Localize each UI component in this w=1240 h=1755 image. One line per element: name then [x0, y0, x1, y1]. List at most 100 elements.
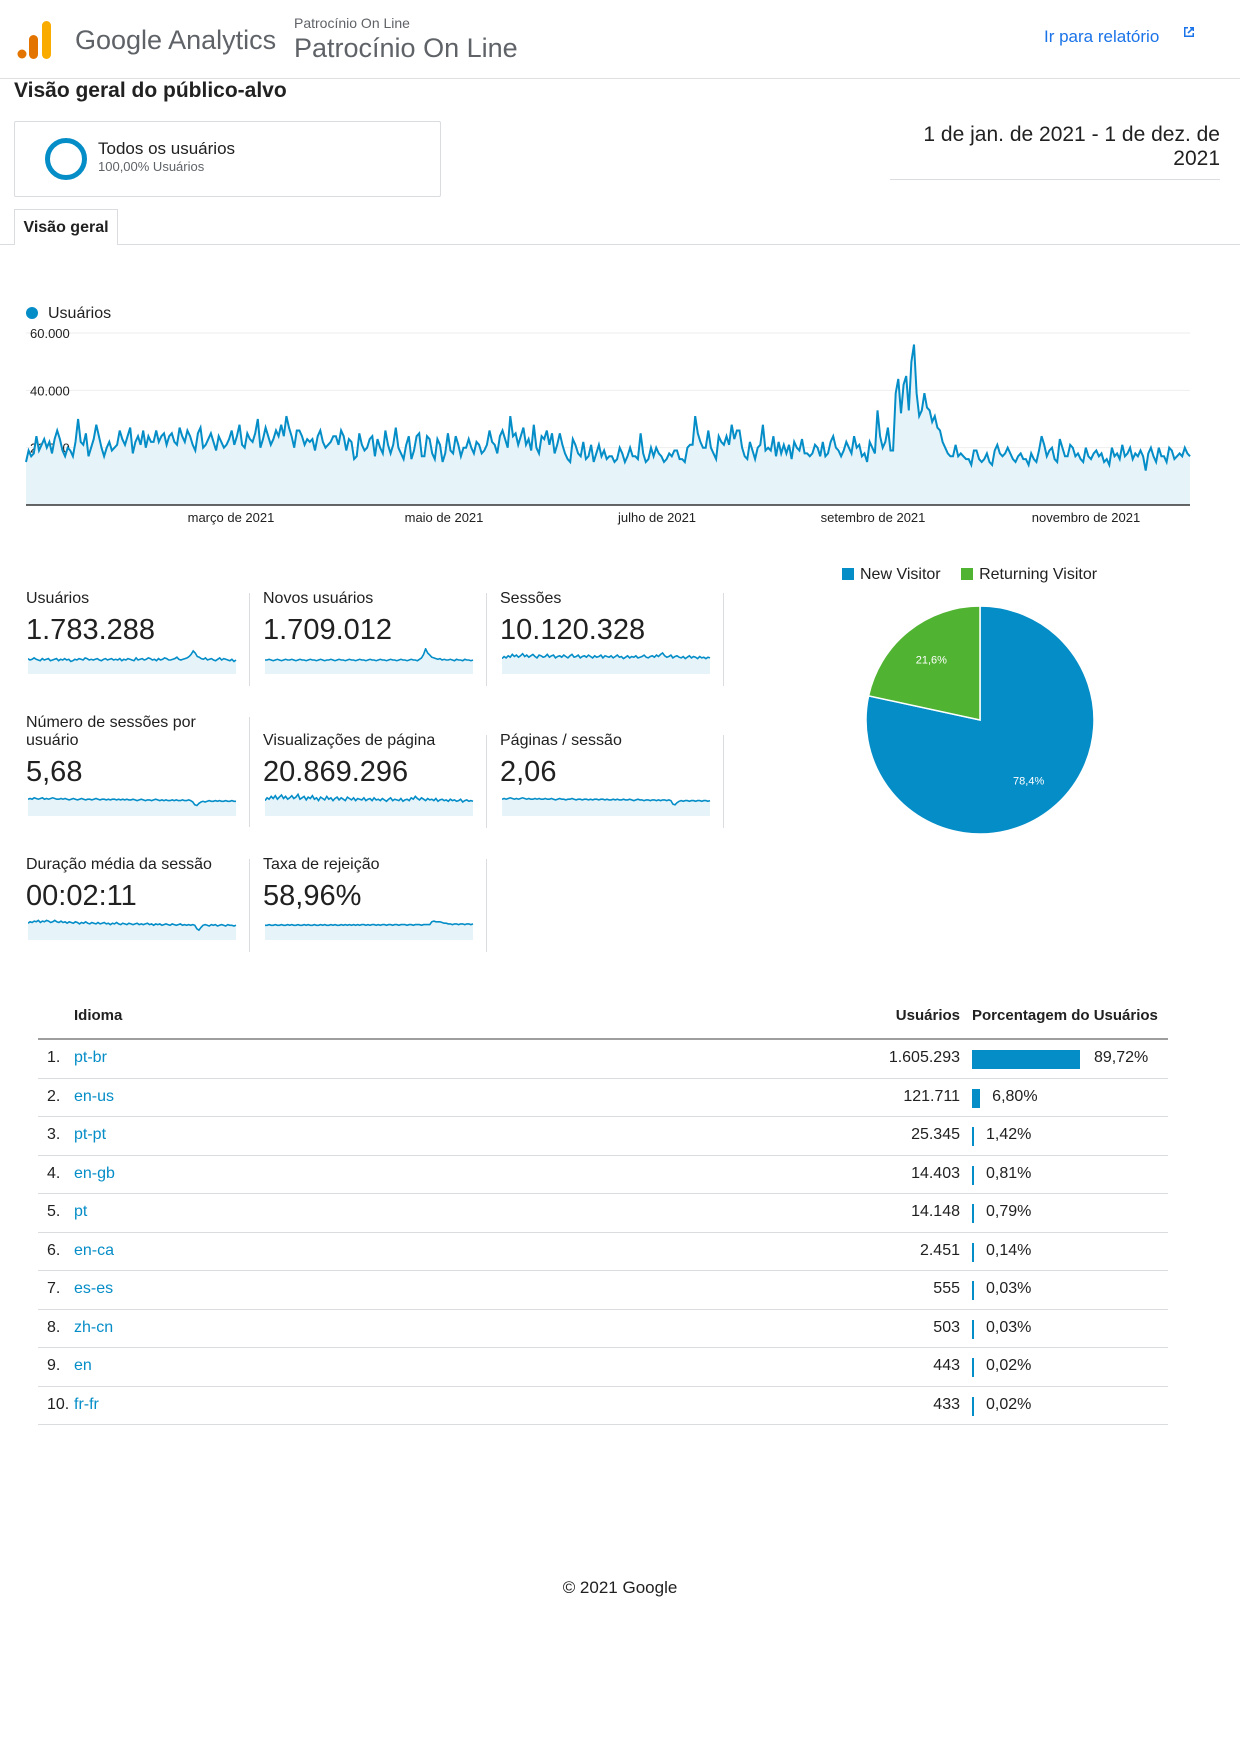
language-link[interactable]: es-es [74, 1280, 114, 1297]
external-link-icon[interactable] [1182, 25, 1196, 39]
row-users: 433 [933, 1395, 960, 1413]
chart-legend: Usuários [26, 305, 111, 323]
metric-divider [249, 593, 250, 686]
legend-dot-icon [26, 307, 38, 319]
language-link[interactable]: pt-pt [74, 1126, 107, 1143]
col-header-users[interactable]: Usuários [895, 1007, 960, 1024]
row-percentage: 1,42% [986, 1126, 1032, 1143]
pie-legend-new-label: New Visitor [860, 566, 941, 583]
row-index: 1. [47, 1049, 61, 1066]
page-title: Visão geral do público-alvo [14, 79, 287, 102]
metric-divider [486, 593, 487, 686]
metric-sparkline [502, 796, 711, 816]
metric-sparkline [28, 796, 236, 816]
metric-card[interactable]: Duração média da sessão 00:02:11 [26, 856, 262, 952]
metric-card[interactable]: Visualizações de página 20.869.296 [263, 732, 499, 828]
table-row: 10. fr-fr 433 0,02% [38, 1387, 1168, 1425]
metric-sparkline [265, 792, 474, 816]
metric-card[interactable]: Sessões 10.120.328 [500, 590, 736, 686]
metric-label: Taxa de rejeição [263, 856, 380, 873]
x-tick-label: março de 2021 [188, 510, 275, 525]
row-percentage: 0,81% [986, 1164, 1032, 1182]
language-link[interactable]: en-us [74, 1087, 115, 1105]
percentage-bar [972, 1127, 974, 1146]
row-percentage: 0,14% [986, 1241, 1032, 1259]
row-index: 8. [47, 1318, 61, 1336]
metric-card[interactable]: Número de sessões por usuário 5,68 [26, 714, 262, 816]
table-row: 7. es-es 555 0,03% [38, 1271, 1168, 1310]
row-percentage: 0,79% [986, 1203, 1032, 1220]
table-row: 3. pt-pt 25.345 1,42% [38, 1117, 1168, 1156]
x-tick-label: setembro de 2021 [821, 510, 926, 525]
row-users: 2.451 [919, 1241, 960, 1259]
pie-legend-returning: Returning Visitor [961, 566, 1097, 584]
metric-card[interactable]: Taxa de rejeição 58,96% [263, 856, 499, 952]
percentage-bar [972, 1358, 974, 1377]
segment-name: Todos os usuários [98, 139, 236, 158]
language-link[interactable]: zh-cn [74, 1318, 114, 1336]
row-percentage: 89,72% [1094, 1049, 1149, 1066]
row-users: 555 [933, 1280, 960, 1297]
segment-ring-icon [45, 138, 87, 180]
language-link[interactable]: pt [74, 1203, 88, 1220]
row-index: 7. [47, 1280, 61, 1297]
segment-card[interactable]: Todos os usuários 100,00% Usuários [14, 121, 441, 197]
col-header-language[interactable]: Idioma [74, 1007, 123, 1024]
footer-copyright: © 2021 Google [562, 1578, 678, 1597]
metric-label: Duração média da sessão [26, 856, 212, 873]
date-range[interactable]: 1 de jan. de 2021 - 1 de dez. de 2021 [890, 123, 1220, 180]
col-header-percentage[interactable]: Porcentagem do Usuários [972, 1007, 1158, 1024]
users-line [25, 344, 1191, 471]
row-index: 3. [47, 1126, 61, 1143]
language-link[interactable]: fr-fr [74, 1395, 99, 1413]
visitor-type-pie-chart: 78,4% 21,6% [865, 605, 1095, 835]
metric-value: 2,06 [500, 756, 557, 788]
table-row: 6. en-ca 2.451 0,14% [38, 1233, 1168, 1271]
metric-divider [486, 735, 487, 828]
metric-card[interactable]: Páginas / sessão 2,06 [500, 732, 736, 828]
language-link[interactable]: en [74, 1357, 92, 1374]
pie-slice[interactable] [865, 605, 1095, 835]
language-link[interactable]: en-ca [74, 1241, 115, 1259]
metric-divider [723, 735, 724, 828]
row-percentage: 6,80% [992, 1087, 1038, 1105]
metric-value: 5,68 [26, 756, 83, 788]
pie-slice[interactable] [867, 605, 981, 721]
metric-divider [249, 717, 250, 827]
table-row: 4. en-gb 14.403 0,81% [38, 1156, 1168, 1194]
row-index: 2. [47, 1087, 61, 1105]
language-link[interactable]: pt-br [74, 1049, 107, 1066]
metric-label: Usuários [26, 590, 90, 607]
row-users: 14.148 [911, 1203, 960, 1220]
row-index: 10. [47, 1395, 70, 1413]
metric-card[interactable]: Usuários 1.783.288 [26, 590, 262, 686]
y-tick-label: 40.000 [30, 383, 70, 398]
percentage-bar [972, 1088, 981, 1108]
tab-overview[interactable]: Visão geral [14, 209, 118, 245]
property-name: Patrocínio On Line [294, 33, 518, 63]
row-users: 25.345 [911, 1126, 960, 1143]
percentage-bar [972, 1396, 974, 1416]
percentage-bar [972, 1204, 974, 1223]
percentage-bar [972, 1319, 974, 1339]
go-to-report-link[interactable]: Ir para relatório [1044, 27, 1160, 46]
metric-card[interactable]: Novos usuários 1.709.012 [263, 590, 499, 686]
metric-value: 10.120.328 [500, 614, 646, 646]
language-link[interactable]: en-gb [74, 1164, 115, 1182]
legend-square-icon [961, 568, 974, 580]
percentage-bar [972, 1281, 974, 1300]
row-percentage: 0,02% [986, 1395, 1032, 1413]
row-percentage: 0,03% [986, 1318, 1032, 1336]
row-percentage: 0,03% [986, 1280, 1032, 1297]
legend-square-icon [842, 568, 854, 580]
row-percentage: 0,02% [986, 1357, 1032, 1374]
report-header: Google Analytics Patrocínio On Line Patr… [0, 0, 1240, 79]
row-index: 4. [47, 1164, 61, 1182]
row-users: 121.711 [903, 1087, 960, 1105]
metric-label: Páginas / sessão [500, 732, 622, 749]
metric-label: Sessões [500, 590, 562, 607]
metric-sparkline [28, 649, 237, 674]
metric-label: Número de sessões por usuário [26, 714, 196, 749]
users-area [26, 344, 1190, 505]
row-users: 443 [933, 1357, 960, 1374]
